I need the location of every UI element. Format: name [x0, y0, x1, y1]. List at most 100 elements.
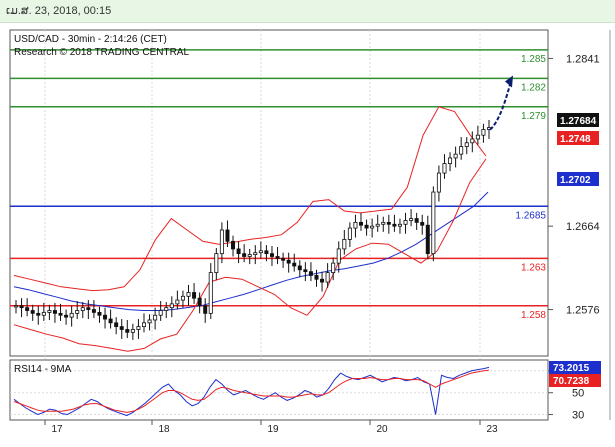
candle-body [370, 225, 375, 229]
candle-body [125, 329, 130, 333]
bollinger-upper-line [13, 106, 487, 292]
candle-body [41, 312, 46, 316]
candle-body [203, 305, 208, 314]
price-badge [557, 131, 599, 145]
candle-body [208, 272, 213, 314]
candle-body [19, 305, 24, 309]
y-tick-label: 1.2664 [566, 221, 600, 233]
price-plot-border [9, 29, 549, 357]
candle-body [325, 272, 330, 283]
candle-body [264, 250, 269, 255]
candle-body [297, 265, 302, 271]
candle-body [475, 134, 480, 140]
candle-body [75, 310, 80, 314]
timestamp-text: ເມ.ສ. 23, 2018, 00:15 [6, 5, 112, 17]
candle-body [425, 224, 430, 255]
level-label: 1.258 [521, 310, 546, 321]
candle-body [397, 223, 402, 227]
candle-body [403, 220, 408, 225]
candle-body [442, 163, 447, 174]
level-label: 1.279 [521, 111, 546, 122]
candle-body [69, 312, 74, 318]
x-tick-label: 20 [376, 424, 388, 435]
candle-body [331, 262, 336, 274]
rsi-title: RSI14 - 9MA [14, 364, 72, 375]
price-badge-label: 1.2748 [560, 134, 591, 145]
moving-average-line [13, 191, 489, 311]
price-badge-label: 1.27684 [560, 116, 597, 127]
candle-body [364, 224, 369, 229]
price-badge-label: 1.2702 [560, 175, 591, 186]
candle-body [136, 326, 141, 330]
rsi-badge [549, 374, 601, 387]
candle-body [86, 307, 91, 310]
candle-body [253, 252, 258, 255]
candle-body [158, 310, 163, 316]
level-label: 1.2685 [515, 210, 546, 221]
candle-body [269, 253, 274, 257]
candle-body [141, 322, 146, 328]
candle-body [453, 153, 458, 159]
candle-body [169, 303, 174, 309]
candle-body [314, 275, 319, 280]
y-tick-label: 1.2576 [566, 305, 600, 317]
y-tick-label: 1.2841 [566, 53, 600, 65]
price-badge [557, 113, 599, 127]
candle-body [192, 292, 197, 299]
level-label: 1.285 [521, 54, 546, 65]
x-tick-label: 18 [158, 424, 170, 435]
candle-body [153, 314, 158, 321]
candle-body [303, 269, 308, 273]
candle-body [247, 254, 252, 257]
candle-body [180, 295, 185, 301]
candle-body [108, 318, 113, 324]
candle-body [36, 312, 41, 316]
candle-body [320, 278, 325, 283]
candle-body [431, 191, 436, 255]
level-label: 1.263 [521, 262, 546, 273]
candle-body [275, 256, 280, 259]
forecast-arrow-line [489, 84, 511, 131]
candle-body [186, 292, 191, 297]
candle-body [464, 142, 469, 147]
candle-body [13, 305, 18, 308]
candle-body [286, 259, 291, 264]
candle-body [347, 227, 352, 240]
forecast-arrow-head [505, 75, 513, 88]
candle-body [414, 218, 419, 223]
rsi-y-tick-label: 30 [572, 410, 584, 422]
bollinger-lower-line [13, 158, 487, 352]
candle-body [103, 314, 108, 320]
candle-body [164, 307, 169, 311]
candle-body [231, 240, 236, 250]
candle-body [119, 326, 124, 330]
candle-body [236, 248, 241, 255]
candle-body [219, 229, 224, 255]
candle-body [47, 310, 52, 313]
candle-body [386, 221, 391, 225]
candle-body [392, 223, 397, 227]
candle-body [375, 223, 380, 227]
rsi-badge [549, 361, 601, 374]
x-tick-label: 17 [51, 424, 63, 435]
candle-body [381, 221, 386, 225]
timestamp-bar: ເມ.ສ. 23, 2018, 00:15 [0, 0, 615, 23]
candle-body [436, 172, 441, 193]
x-tick-label: 19 [267, 424, 279, 435]
candle-body [52, 310, 57, 314]
candle-body [97, 312, 102, 316]
candle-body [281, 257, 286, 261]
candle-body [225, 229, 230, 242]
candle-body [80, 307, 85, 311]
candle-body [359, 221, 364, 226]
candle-body [420, 221, 425, 226]
rsi-plot-border [9, 359, 549, 421]
price-chart-frame: 17 18 19 20 23 1.2841 1.2664 1.2576 1.285 1.282 1.… [9, 29, 611, 435]
9ma-line [13, 369, 490, 413]
level-label: 1.282 [521, 82, 546, 93]
rsi-y-tick-label: 50 [572, 388, 584, 400]
candle-body [214, 253, 219, 274]
price-badge [557, 172, 599, 186]
candle-body [258, 250, 263, 254]
